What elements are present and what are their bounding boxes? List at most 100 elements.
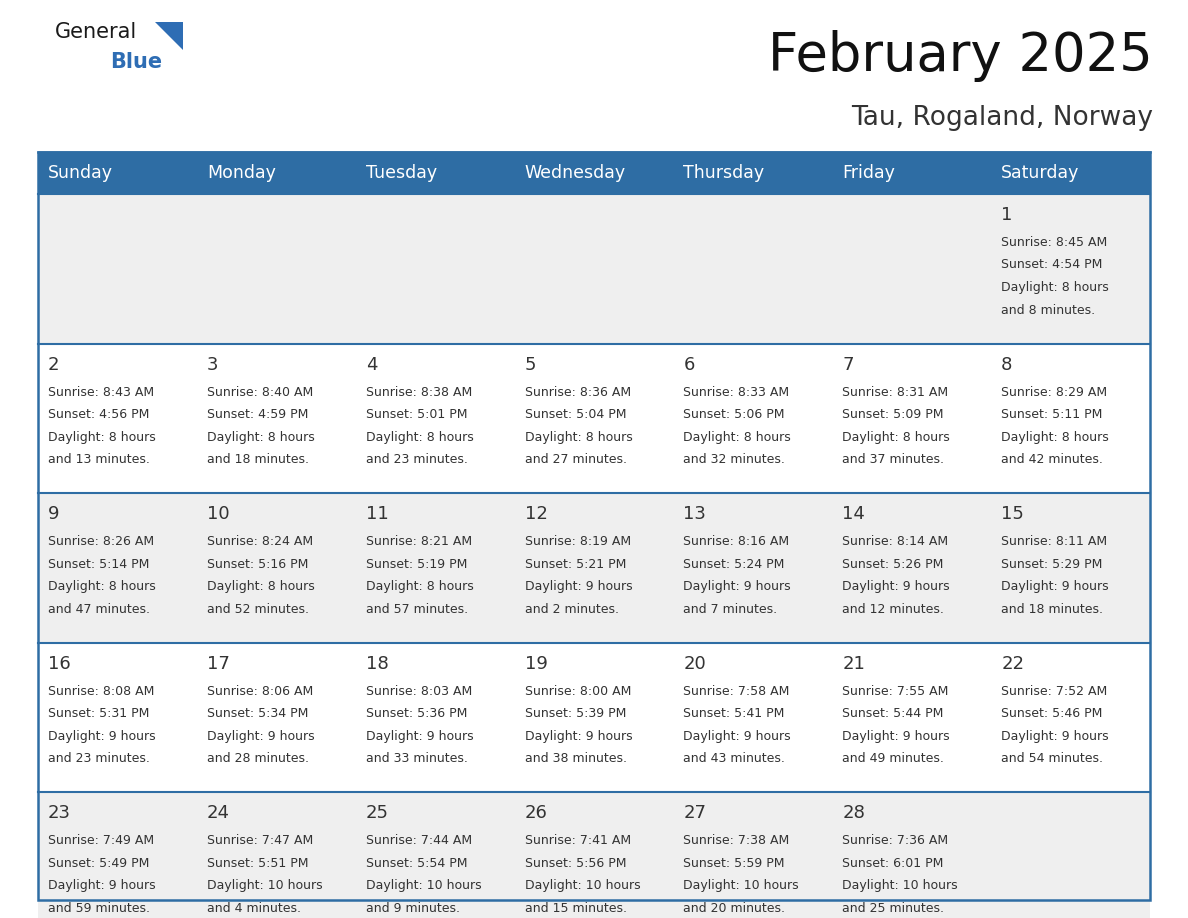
Text: Daylight: 9 hours: Daylight: 9 hours [48, 730, 156, 743]
Text: 1: 1 [1001, 206, 1012, 224]
Text: 17: 17 [207, 655, 229, 673]
Text: Sunrise: 8:43 AM: Sunrise: 8:43 AM [48, 386, 154, 398]
Text: and 12 minutes.: and 12 minutes. [842, 603, 944, 616]
Text: Tau, Rogaland, Norway: Tau, Rogaland, Norway [851, 105, 1154, 131]
Text: 12: 12 [525, 505, 548, 523]
Text: Daylight: 10 hours: Daylight: 10 hours [525, 879, 640, 892]
Text: Sunset: 5:09 PM: Sunset: 5:09 PM [842, 409, 943, 421]
Text: and 27 minutes.: and 27 minutes. [525, 453, 626, 466]
Polygon shape [154, 22, 183, 50]
Text: Daylight: 9 hours: Daylight: 9 hours [525, 730, 632, 743]
Text: Sunset: 5:29 PM: Sunset: 5:29 PM [1001, 558, 1102, 571]
Text: 16: 16 [48, 655, 71, 673]
Text: Daylight: 10 hours: Daylight: 10 hours [366, 879, 481, 892]
Text: Sunset: 5:11 PM: Sunset: 5:11 PM [1001, 409, 1102, 421]
Text: Sunset: 5:04 PM: Sunset: 5:04 PM [525, 409, 626, 421]
Text: 15: 15 [1001, 505, 1024, 523]
Text: Sunrise: 8:06 AM: Sunrise: 8:06 AM [207, 685, 314, 698]
Text: Daylight: 8 hours: Daylight: 8 hours [48, 580, 156, 593]
Text: Daylight: 8 hours: Daylight: 8 hours [207, 431, 315, 443]
Text: Sunrise: 8:21 AM: Sunrise: 8:21 AM [366, 535, 472, 548]
Text: Daylight: 9 hours: Daylight: 9 hours [683, 580, 791, 593]
Text: Sunrise: 8:19 AM: Sunrise: 8:19 AM [525, 535, 631, 548]
Text: Daylight: 9 hours: Daylight: 9 hours [525, 580, 632, 593]
Bar [38, 194, 1150, 343]
Text: and 37 minutes.: and 37 minutes. [842, 453, 944, 466]
Text: and 52 minutes.: and 52 minutes. [207, 603, 309, 616]
Bar [38, 643, 1150, 792]
Text: Daylight: 9 hours: Daylight: 9 hours [207, 730, 315, 743]
Text: Daylight: 8 hours: Daylight: 8 hours [366, 580, 474, 593]
Text: and 28 minutes.: and 28 minutes. [207, 752, 309, 766]
Text: Sunday: Sunday [48, 164, 113, 182]
Text: Daylight: 8 hours: Daylight: 8 hours [525, 431, 632, 443]
Text: Daylight: 9 hours: Daylight: 9 hours [48, 879, 156, 892]
Text: Sunrise: 7:58 AM: Sunrise: 7:58 AM [683, 685, 790, 698]
Text: and 4 minutes.: and 4 minutes. [207, 901, 301, 915]
Text: Daylight: 8 hours: Daylight: 8 hours [48, 431, 156, 443]
Text: 6: 6 [683, 355, 695, 374]
Text: Daylight: 10 hours: Daylight: 10 hours [683, 879, 800, 892]
Text: Daylight: 8 hours: Daylight: 8 hours [842, 431, 950, 443]
Text: and 15 minutes.: and 15 minutes. [525, 901, 626, 915]
Text: Monday: Monday [207, 164, 276, 182]
Text: Sunrise: 8:33 AM: Sunrise: 8:33 AM [683, 386, 790, 398]
Text: Sunset: 5:24 PM: Sunset: 5:24 PM [683, 558, 785, 571]
Text: Wednesday: Wednesday [525, 164, 626, 182]
Text: Sunset: 6:01 PM: Sunset: 6:01 PM [842, 856, 943, 870]
Text: 13: 13 [683, 505, 707, 523]
Text: Sunrise: 7:52 AM: Sunrise: 7:52 AM [1001, 685, 1107, 698]
Text: Sunrise: 8:29 AM: Sunrise: 8:29 AM [1001, 386, 1107, 398]
Text: 7: 7 [842, 355, 854, 374]
Text: 10: 10 [207, 505, 229, 523]
Text: Sunset: 5:34 PM: Sunset: 5:34 PM [207, 707, 308, 721]
Text: Daylight: 9 hours: Daylight: 9 hours [842, 580, 950, 593]
Text: and 23 minutes.: and 23 minutes. [48, 752, 150, 766]
Text: Sunset: 5:01 PM: Sunset: 5:01 PM [366, 409, 467, 421]
Text: and 7 minutes.: and 7 minutes. [683, 603, 778, 616]
Text: and 33 minutes.: and 33 minutes. [366, 752, 468, 766]
Text: Sunset: 5:14 PM: Sunset: 5:14 PM [48, 558, 150, 571]
Text: Daylight: 10 hours: Daylight: 10 hours [842, 879, 958, 892]
Text: Sunrise: 7:36 AM: Sunrise: 7:36 AM [842, 834, 948, 847]
Text: Sunset: 5:56 PM: Sunset: 5:56 PM [525, 856, 626, 870]
Text: Sunset: 5:36 PM: Sunset: 5:36 PM [366, 707, 467, 721]
Text: 14: 14 [842, 505, 865, 523]
Text: and 43 minutes.: and 43 minutes. [683, 752, 785, 766]
Text: and 8 minutes.: and 8 minutes. [1001, 304, 1095, 317]
Text: Daylight: 8 hours: Daylight: 8 hours [207, 580, 315, 593]
Text: Daylight: 9 hours: Daylight: 9 hours [1001, 730, 1108, 743]
Text: and 23 minutes.: and 23 minutes. [366, 453, 468, 466]
Text: and 42 minutes.: and 42 minutes. [1001, 453, 1102, 466]
Text: Sunrise: 7:47 AM: Sunrise: 7:47 AM [207, 834, 314, 847]
Text: 25: 25 [366, 804, 388, 823]
Text: Sunrise: 7:55 AM: Sunrise: 7:55 AM [842, 685, 949, 698]
Text: Sunrise: 8:38 AM: Sunrise: 8:38 AM [366, 386, 472, 398]
Text: Tuesday: Tuesday [366, 164, 437, 182]
Text: and 32 minutes.: and 32 minutes. [683, 453, 785, 466]
Text: 9: 9 [48, 505, 59, 523]
Text: Sunset: 5:44 PM: Sunset: 5:44 PM [842, 707, 943, 721]
Text: Daylight: 9 hours: Daylight: 9 hours [1001, 580, 1108, 593]
Text: Sunrise: 8:08 AM: Sunrise: 8:08 AM [48, 685, 154, 698]
Text: Friday: Friday [842, 164, 896, 182]
Text: Sunrise: 8:26 AM: Sunrise: 8:26 AM [48, 535, 154, 548]
Text: and 18 minutes.: and 18 minutes. [207, 453, 309, 466]
Text: and 47 minutes.: and 47 minutes. [48, 603, 150, 616]
Text: Sunrise: 8:24 AM: Sunrise: 8:24 AM [207, 535, 312, 548]
Text: and 20 minutes.: and 20 minutes. [683, 901, 785, 915]
Text: and 18 minutes.: and 18 minutes. [1001, 603, 1104, 616]
Text: Sunrise: 7:38 AM: Sunrise: 7:38 AM [683, 834, 790, 847]
Text: General: General [55, 22, 138, 42]
Bar [38, 493, 1150, 643]
Text: Blue: Blue [110, 52, 162, 72]
Text: Sunset: 5:41 PM: Sunset: 5:41 PM [683, 707, 785, 721]
Bar [38, 343, 1150, 493]
Text: and 9 minutes.: and 9 minutes. [366, 901, 460, 915]
Bar [38, 152, 1150, 900]
Text: Sunrise: 7:49 AM: Sunrise: 7:49 AM [48, 834, 154, 847]
Text: Sunset: 5:16 PM: Sunset: 5:16 PM [207, 558, 308, 571]
Text: Sunset: 4:59 PM: Sunset: 4:59 PM [207, 409, 308, 421]
Text: Sunrise: 8:00 AM: Sunrise: 8:00 AM [525, 685, 631, 698]
Text: 4: 4 [366, 355, 378, 374]
